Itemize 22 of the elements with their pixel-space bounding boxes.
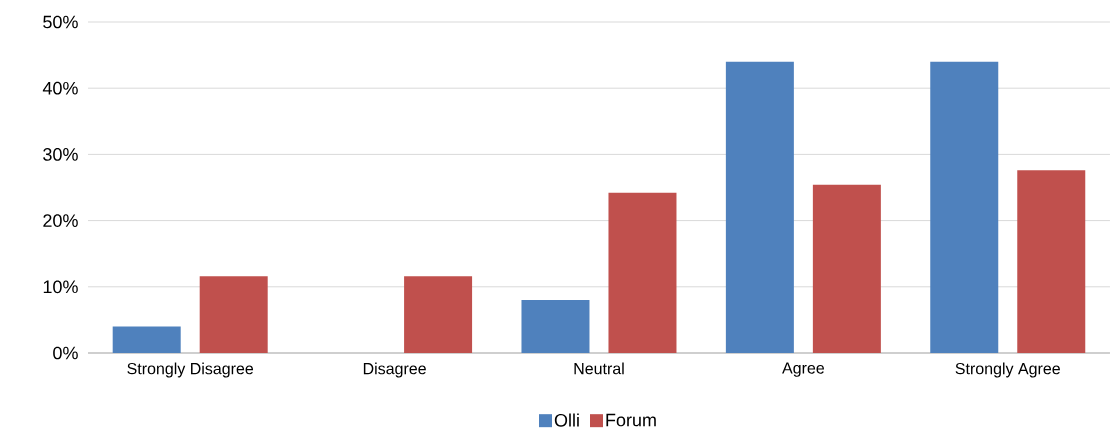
legend-label: Forum	[606, 413, 656, 427]
bar	[812, 184, 881, 353]
bar	[521, 300, 590, 353]
bar	[608, 192, 677, 353]
x-tick-label: Strongly Agree	[955, 362, 1060, 378]
bar	[199, 276, 268, 353]
x-tick-label: Disagree	[363, 362, 426, 378]
y-tick-label: 10%	[43, 280, 78, 294]
x-tick-label: Agree	[782, 362, 824, 377]
y-tick-label: 0%	[53, 346, 78, 360]
bar	[725, 61, 794, 353]
y-tick-label: 20%	[43, 214, 78, 227]
bar	[112, 326, 181, 353]
bar	[404, 276, 473, 353]
legend-label: Olli	[554, 413, 579, 427]
x-tick-label: Neutral	[574, 362, 624, 375]
y-tick-label: 30%	[43, 148, 78, 161]
bar	[930, 61, 999, 353]
bar	[1017, 170, 1086, 353]
y-tick-label: 50%	[43, 15, 78, 29]
y-tick-label: 40%	[42, 81, 78, 95]
x-tick-label: Strongly Disagree	[127, 362, 254, 378]
